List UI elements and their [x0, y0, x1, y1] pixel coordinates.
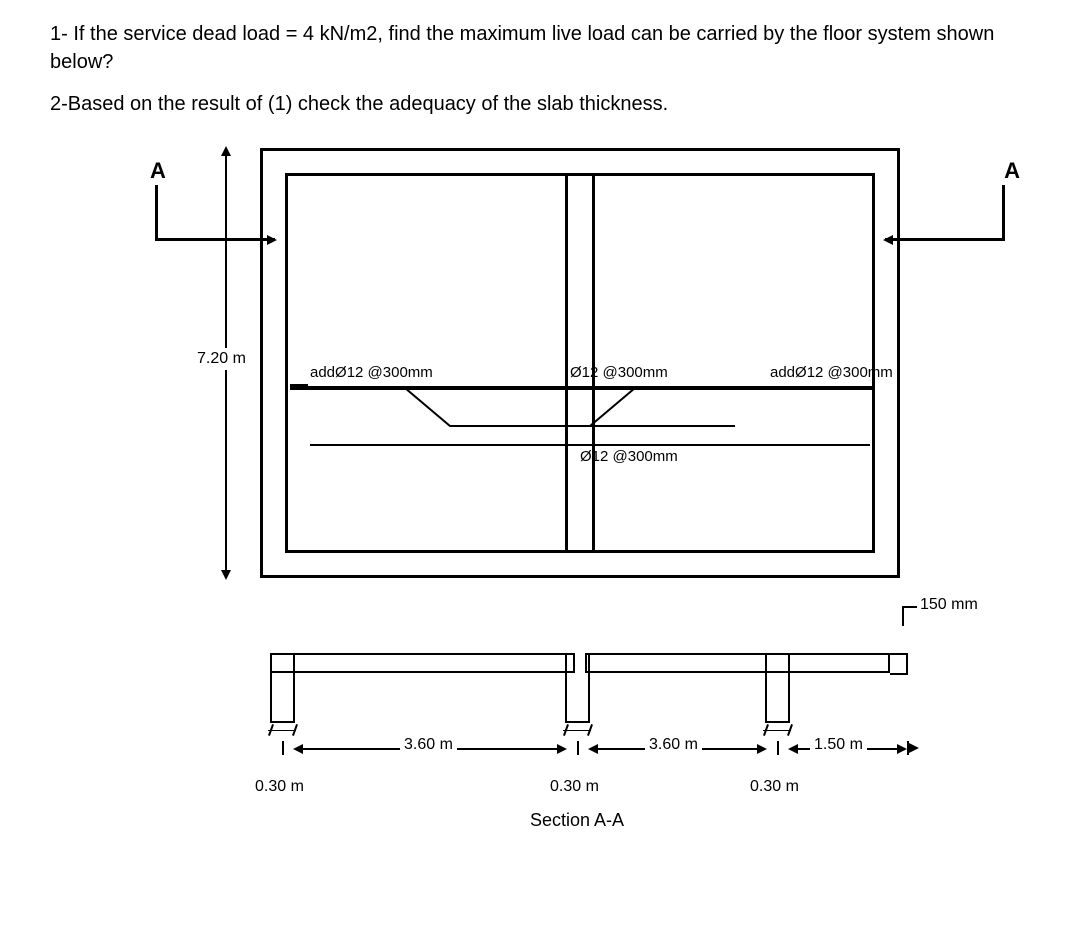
- section-title: Section A-A: [530, 810, 624, 831]
- section-bw3-label: 0.30 m: [750, 778, 799, 796]
- section-bw1-label: 0.30 m: [255, 778, 304, 796]
- section-slab-end: [890, 653, 908, 675]
- section-marker-left: A: [150, 163, 270, 263]
- section-beam-1: [270, 653, 295, 723]
- section-slab-1: [270, 653, 575, 673]
- section-label-a-right: A: [1004, 158, 1020, 184]
- question-2: 2-Based on the result of (1) check the a…: [50, 90, 1029, 118]
- section-span3-label: 1.50 m: [810, 736, 867, 754]
- section-span1-label: 3.60 m: [400, 736, 457, 754]
- plan-height-dim-label: 7.20 m: [195, 348, 248, 370]
- section-beam-3: [765, 653, 790, 723]
- section-beam-2: [565, 653, 590, 723]
- rebar-bottom-line: [310, 444, 870, 446]
- section-marker-right: A: [890, 163, 1010, 263]
- floor-system-diagram: A A 7.20 m: [110, 148, 1010, 868]
- section-span2-label: 3.60 m: [645, 736, 702, 754]
- section-slab-2: [585, 653, 890, 673]
- section-bw2-label: 0.30 m: [550, 778, 599, 796]
- plan-center-beam: [565, 173, 595, 553]
- section-label-a-left: A: [150, 158, 166, 184]
- rebar-label-add-left: addØ12 @300mm: [310, 364, 433, 381]
- slab-thickness-label: 150 mm: [920, 596, 978, 614]
- rebar-label-bot-mid: Ø12 @300mm: [580, 448, 678, 465]
- rebar-label-add-right: addØ12 @300mm: [770, 364, 893, 381]
- rebar-label-top-mid: Ø12 @300mm: [570, 364, 668, 381]
- slab-thickness-leader: [902, 606, 917, 626]
- question-1: 1- If the service dead load = 4 kN/m2, f…: [50, 20, 1029, 76]
